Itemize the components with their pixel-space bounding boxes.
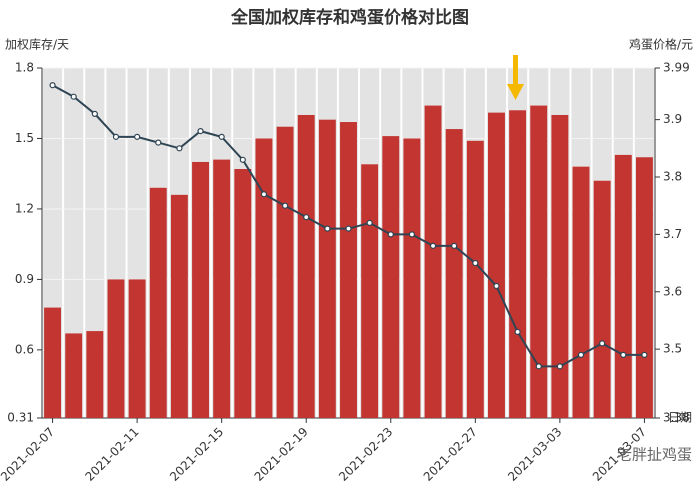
line-point — [281, 202, 289, 209]
bar — [466, 140, 484, 418]
line-point — [408, 231, 416, 238]
bar — [382, 136, 400, 419]
bar — [403, 138, 421, 419]
band-background — [64, 68, 84, 418]
bar — [44, 307, 62, 418]
x-tick-label: 2021-02-23 — [336, 425, 395, 484]
y-tick-label: 1.2 — [15, 201, 34, 215]
y2-tick-label: 3.9 — [663, 112, 682, 126]
y-axis-label: 加权库存/天 — [5, 37, 69, 52]
line-point — [366, 219, 373, 227]
line-point — [345, 225, 352, 232]
y2-tick-label: 3.99 — [663, 61, 690, 75]
bar — [445, 129, 463, 418]
bar — [65, 333, 83, 418]
watermark: 老胖扯鸡蛋 — [617, 446, 692, 464]
line-point — [451, 242, 458, 249]
line-point — [218, 133, 225, 140]
bar — [276, 126, 294, 419]
y2-tick-label: 3.8 — [663, 170, 682, 184]
line-point — [429, 242, 437, 249]
bar — [192, 161, 209, 419]
line-point — [620, 351, 627, 358]
bar — [213, 159, 231, 419]
x-tick-label: 2021-02-19 — [252, 425, 311, 484]
x-tick-label: 2021-02-27 — [421, 425, 480, 484]
bar — [424, 105, 442, 418]
line-point — [535, 363, 542, 370]
x-tick-label: 2021-02-11 — [82, 425, 141, 484]
y2-tick-label: 3.7 — [663, 227, 682, 241]
bar — [170, 194, 188, 418]
bar — [509, 110, 527, 419]
line-point — [472, 259, 479, 267]
line-point — [176, 145, 183, 152]
x-tick-label: 2021-03-03 — [505, 425, 564, 484]
bar — [149, 187, 167, 418]
bar — [361, 164, 379, 418]
line-point — [514, 328, 521, 336]
x-axis-label: 日期 — [668, 411, 692, 425]
bar — [551, 114, 569, 419]
line-point — [134, 133, 141, 140]
bar — [297, 114, 315, 419]
bar — [530, 105, 548, 418]
line-point — [112, 133, 120, 140]
bar — [593, 180, 611, 418]
y-tick-label: 0.6 — [15, 342, 34, 356]
y-tick-label: 0.9 — [15, 272, 34, 286]
y-tick-label: 0.31 — [7, 411, 34, 425]
line-point — [493, 282, 500, 290]
y2-axis-label: 鸡蛋价格/元 — [629, 37, 693, 52]
bar — [107, 279, 125, 418]
bar — [128, 279, 146, 418]
bar — [234, 169, 252, 418]
bar — [635, 157, 653, 418]
line-point — [197, 128, 204, 135]
line-point — [303, 214, 310, 221]
y2-tick-label: 3.38 — [663, 411, 690, 425]
x-tick-label: 2021-02-15 — [167, 425, 226, 484]
band-background — [85, 68, 105, 418]
bar — [572, 166, 590, 418]
bar — [340, 122, 357, 418]
annotation-arrow — [507, 55, 524, 100]
line-point — [70, 93, 77, 100]
line-point — [260, 191, 268, 198]
y-tick-label: 1.5 — [15, 131, 34, 145]
bar — [614, 154, 632, 418]
y2-tick-label: 3.6 — [663, 284, 682, 298]
y-tick-label: 1.8 — [15, 61, 34, 75]
x-tick-label: 2021-02-07 — [0, 425, 57, 484]
plot: 0.31 0.6 0.9 1.2 1.5 1.8 3.38 3.5 3.6 3.7 3.8 3.9 3.… — [0, 61, 690, 484]
line-point — [239, 156, 246, 163]
line-point — [599, 340, 606, 347]
line-point — [577, 351, 585, 358]
line-point — [556, 363, 563, 370]
bar — [488, 112, 505, 419]
line-point — [387, 231, 394, 238]
line-point — [324, 225, 331, 232]
line-point — [155, 139, 162, 146]
chart-title: 全国加权库存和鸡蛋价格对比图 — [230, 7, 469, 28]
line-point — [49, 82, 56, 89]
line-point — [641, 351, 648, 358]
bar — [255, 138, 273, 419]
y2-tick-label: 3.5 — [663, 342, 682, 356]
bar — [86, 331, 104, 418]
line-point — [91, 110, 98, 118]
bar — [318, 119, 336, 418]
